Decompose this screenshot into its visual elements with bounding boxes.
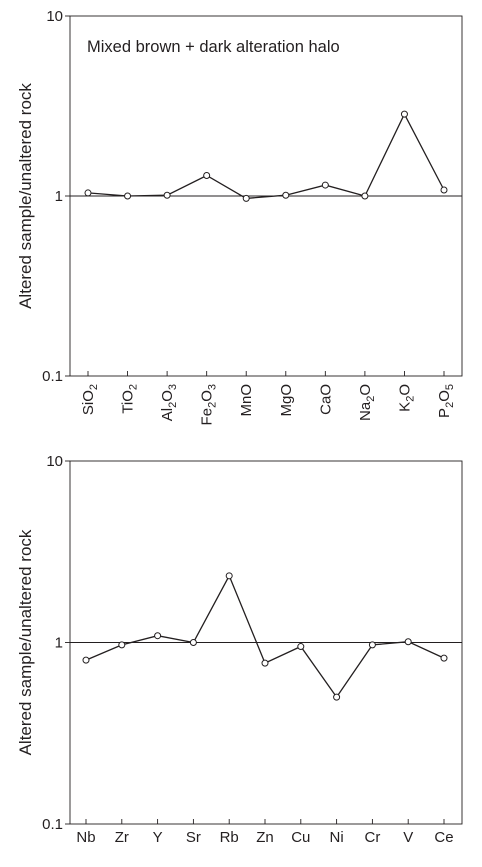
x-tick-label: Cr — [364, 829, 380, 846]
data-point — [368, 641, 376, 649]
x-tick-label: Na2O — [357, 384, 377, 421]
y-tick-label: 0.1 — [42, 368, 63, 385]
y-tick-label: 10 — [46, 453, 63, 470]
x-tick-label: Y — [153, 829, 163, 846]
y-tick-label: 1 — [55, 635, 63, 652]
x-tick-label: Nb — [76, 829, 95, 846]
data-point — [361, 192, 369, 200]
data-point — [333, 693, 341, 701]
y-axis-label: Altered sample/unaltered rock — [16, 83, 35, 309]
x-tick-label: CaO — [317, 384, 334, 415]
x-tick-label: SiO2 — [80, 384, 100, 415]
x-tick-label: TiO2 — [120, 384, 140, 414]
x-tick-label: K2O — [396, 384, 416, 412]
data-point — [203, 171, 211, 179]
data-point — [82, 656, 90, 664]
data-point — [154, 632, 162, 640]
data-point — [242, 194, 250, 202]
data-point — [261, 659, 269, 667]
x-tick-label: Fe2O3 — [199, 384, 219, 425]
data-point — [225, 572, 233, 580]
y-tick-label: 1 — [55, 188, 63, 205]
series-line — [87, 112, 445, 200]
data-point — [84, 189, 92, 197]
x-tick-label: Sr — [186, 829, 201, 846]
chart-title: Mixed brown + dark alteration halo — [87, 38, 340, 56]
x-tick-label: Zn — [256, 829, 274, 846]
x-tick-label: Cu — [291, 829, 310, 846]
y-tick-label: 10 — [46, 8, 63, 25]
chart-panel-1: 10 1 0.1 Altered sample/unaltered rock Mixed… — [16, 8, 463, 425]
x-tick-label: Al2O3 — [159, 384, 179, 421]
x-tick-label: MnO — [238, 384, 255, 417]
data-point — [440, 186, 448, 194]
data-point — [321, 181, 329, 189]
data-point — [297, 643, 305, 651]
chart-panel-2: 10 1 0.1 Altered sample/unaltered rock Nb Zr Y… — [16, 453, 463, 846]
series-line — [85, 574, 445, 699]
x-tick-label: Ce — [434, 829, 453, 846]
y-axis-label: Altered sample/unaltered rock — [16, 529, 35, 755]
data-point — [118, 641, 126, 649]
x-tick-label: V — [403, 829, 413, 846]
x-tick-label: MgO — [278, 384, 295, 417]
data-point — [404, 638, 412, 646]
data-point — [124, 192, 132, 200]
data-point — [282, 191, 290, 199]
x-tick-label: P2O5 — [436, 384, 456, 418]
data-point — [440, 654, 448, 662]
x-tick-label: Rb — [220, 829, 239, 846]
x-tick-label: Zr — [115, 829, 129, 846]
y-tick-label: 0.1 — [42, 816, 63, 833]
data-point — [163, 191, 171, 199]
x-tick-label: Ni — [330, 829, 344, 846]
data-point — [189, 639, 197, 646]
data-point — [400, 110, 408, 118]
